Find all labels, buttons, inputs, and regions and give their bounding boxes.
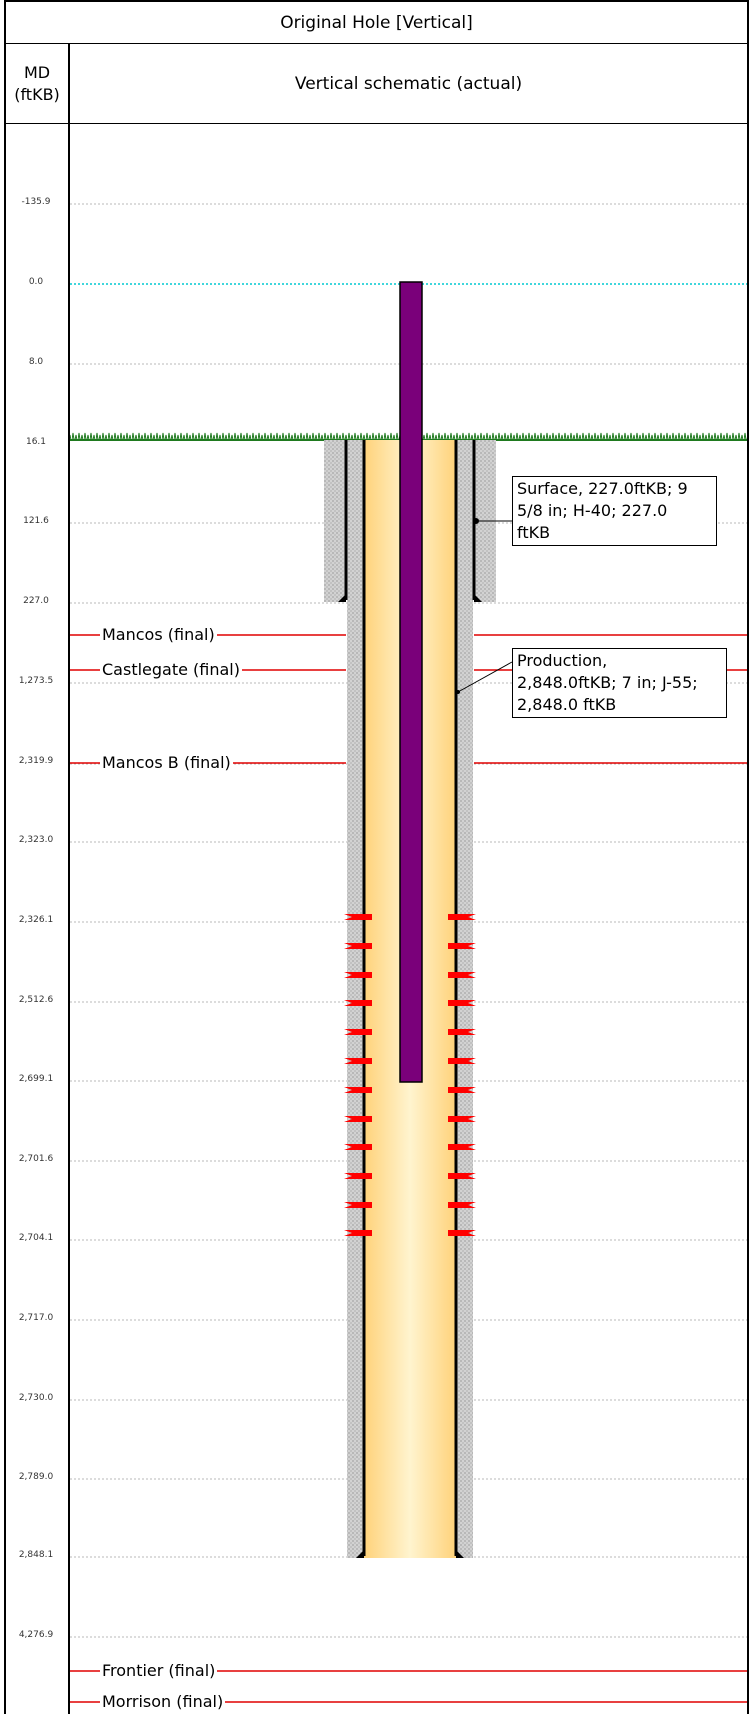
depth-label: 2,717.0: [18, 1313, 54, 1323]
production-casing-shoe-left: [356, 1550, 364, 1558]
tubing: [399, 281, 423, 1083]
md-unit-label: (ftKB): [14, 84, 60, 104]
depth-label: 8.0: [28, 357, 44, 367]
depth-label: 2,789.0: [18, 1472, 54, 1482]
perforation-right: [448, 1029, 476, 1035]
perforation-right: [448, 1058, 476, 1064]
surface-casing-shoe-right: [474, 594, 482, 602]
perforation-left: [344, 943, 372, 949]
perforation-left: [344, 1116, 372, 1122]
perforation-right: [448, 1144, 476, 1150]
depth-label: 2,730.0: [18, 1393, 54, 1403]
callout-line: 2,848.0 ftKB: [517, 695, 617, 714]
depth-label: 0.0: [28, 277, 44, 287]
perforation-right: [448, 1087, 476, 1093]
surface-casing-callout: Surface, 227.0ftKB; 9 5/8 in; H-40; 227.…: [512, 476, 717, 546]
depth-label: 16.1: [25, 437, 47, 447]
perforation-right: [448, 943, 476, 949]
perforation-left: [344, 1230, 372, 1236]
callout-line: 5/8 in; H-40; 227.0: [517, 501, 668, 520]
depth-label: 2,704.1: [18, 1233, 54, 1243]
md-label: MD: [23, 62, 51, 82]
production-cement-left: [347, 440, 363, 1558]
perforation-right: [448, 1202, 476, 1208]
formation-label-mancos-b: Mancos B (final): [100, 753, 233, 772]
production-cement-right: [457, 440, 473, 1558]
production-casing-callout: Production, 2,848.0ftKB; 7 in; J-55; 2,8…: [512, 648, 727, 718]
perforation-right: [448, 1000, 476, 1006]
perforation-left: [344, 1144, 372, 1150]
depth-label: 227.0: [23, 596, 49, 606]
perforation-left: [344, 914, 372, 920]
formation-label-frontier: Frontier (final): [100, 1661, 218, 1680]
depth-label: 2,319.9: [18, 756, 54, 766]
perforation-left: [344, 1087, 372, 1093]
depth-label: 2,512.6: [18, 995, 54, 1005]
depth-label: 2,326.1: [18, 915, 54, 925]
perforation-left: [344, 1202, 372, 1208]
surface-casing-shoe-left: [338, 594, 346, 602]
perforation-right: [448, 1116, 476, 1122]
surface-cement-left: [324, 440, 346, 602]
perforations: [344, 914, 476, 1236]
callout-line: ftKB: [517, 523, 551, 542]
depth-label: -135.9: [21, 197, 51, 207]
perforation-left: [344, 1173, 372, 1179]
md-column: [4, 124, 70, 1714]
depth-label: 2,323.0: [18, 835, 54, 845]
perforation-right: [448, 1173, 476, 1179]
production-callout-leader: [457, 661, 513, 693]
callout-line: Surface, 227.0ftKB; 9: [517, 479, 688, 498]
perforation-left: [344, 1000, 372, 1006]
formation-label-mancos: Mancos (final): [100, 625, 217, 644]
right-border: [747, 0, 749, 1714]
depth-label: 2,701.6: [18, 1154, 54, 1164]
callout-line: Production,: [517, 651, 608, 670]
perforation-right: [448, 914, 476, 920]
perforation-left: [344, 972, 372, 978]
callout-line: 2,848.0ftKB; 7 in; J-55;: [517, 673, 698, 692]
md-column-header: MD (ftKB): [4, 44, 70, 124]
production-callout-dot: [456, 690, 460, 694]
perforation-left: [344, 1058, 372, 1064]
depth-label: 2,848.1: [18, 1550, 54, 1560]
perforation-left: [344, 1029, 372, 1035]
depth-label: 1,273.5: [18, 676, 54, 686]
depth-label: 121.6: [23, 516, 49, 526]
perforation-right: [448, 1230, 476, 1236]
callout-leaders: [457, 520, 513, 693]
surface-callout-dot: [473, 518, 479, 524]
production-casing-shoe-right: [456, 1550, 464, 1558]
formation-label-morrison: Morrison (final): [100, 1692, 226, 1711]
depth-label: 2,699.1: [18, 1074, 54, 1084]
perforation-right: [448, 972, 476, 978]
depth-label: 4,276.9: [18, 1630, 54, 1640]
formation-label-castlegate: Castlegate (final): [100, 660, 242, 679]
